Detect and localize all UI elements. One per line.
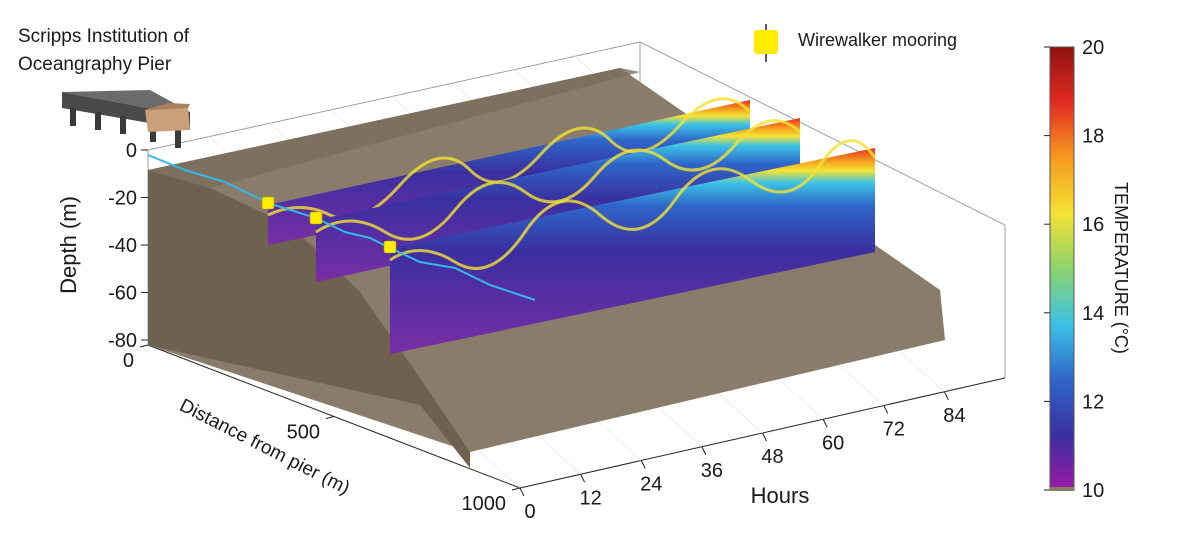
z-tick-label: -20 <box>108 188 137 210</box>
x-tick-label: 36 <box>701 460 723 482</box>
x-axis-ticks: 0 12 24 36 48 60 72 84 <box>519 391 966 523</box>
colorbar-label: TEMPERATURE (°C) <box>1111 182 1131 354</box>
colorbar-seabed-swatch <box>1050 487 1074 491</box>
x-tick-mark <box>762 432 767 442</box>
x-tick-label: 84 <box>943 405 965 427</box>
z-tick-label: -80 <box>108 330 137 352</box>
colorbar-tick-label: 16 <box>1082 214 1104 236</box>
cable-line <box>147 154 536 301</box>
mooring-marker-3 <box>383 240 397 254</box>
pier-annotation: Scripps Institution of Oceangraphy Pier <box>18 26 194 75</box>
z-axis-label: Depth (m) <box>56 196 81 294</box>
mooring-marker-1 <box>261 196 275 210</box>
x-tick-label: 72 <box>883 419 905 441</box>
x-tick-mark <box>883 405 889 414</box>
x-tick-label: 24 <box>640 474 662 496</box>
z-tick-label: -40 <box>108 235 137 257</box>
colorbar-ticks: 10 12 14 16 18 20 <box>1044 37 1104 502</box>
mooring-markers <box>261 196 397 254</box>
z-tick-label: 0 <box>126 140 137 162</box>
mooring-marker-2 <box>309 211 323 225</box>
pier-icon <box>62 90 190 148</box>
x-tick-mark <box>822 419 828 428</box>
x-tick-label: 12 <box>580 487 602 509</box>
z-tick-label: -60 <box>108 283 137 305</box>
z-axis-ticks: 0 -20 -40 -60 -80 <box>108 140 148 352</box>
isotherm-band <box>389 139 877 271</box>
x-axis-label: Hours <box>751 483 810 508</box>
x-tick-mark <box>701 446 707 455</box>
y-tick-mark <box>511 487 521 491</box>
y-tick-label: 0 <box>123 350 134 372</box>
y-tick-label: 500 <box>287 422 320 444</box>
legend-marker <box>754 30 778 54</box>
colorbar-bar <box>1049 46 1075 491</box>
x-tick-label: 0 <box>524 501 535 523</box>
y-tick-mark <box>325 416 335 419</box>
x-tick-mark <box>943 391 949 400</box>
legend-label: Wirewalker mooring <box>798 30 957 50</box>
temperature-panel-near <box>389 139 877 354</box>
y-tick-mark <box>139 344 149 348</box>
x-tick-label: 48 <box>761 446 783 468</box>
x-tick-label: 60 <box>822 432 844 454</box>
colorbar: 10 12 14 16 18 20 TEMPERATURE (°C) <box>1044 37 1131 502</box>
x-tick-mark <box>519 487 525 497</box>
colorbar-tick-label: 18 <box>1082 126 1104 148</box>
colorbar-tick-label: 12 <box>1082 391 1104 413</box>
colorbar-tick-label: 20 <box>1082 37 1104 59</box>
y-axis-ticks: 0 500 1000 <box>123 344 521 515</box>
y-axis-label: Distance from pier (m) <box>176 395 353 499</box>
colorbar-tick-label: 10 <box>1082 480 1104 502</box>
colorbar-tick-label: 14 <box>1082 303 1104 325</box>
y-tick-label: 1000 <box>462 493 507 515</box>
x-tick-mark <box>580 474 586 483</box>
x-tick-mark <box>640 460 646 469</box>
legend: Wirewalker mooring <box>754 24 957 62</box>
